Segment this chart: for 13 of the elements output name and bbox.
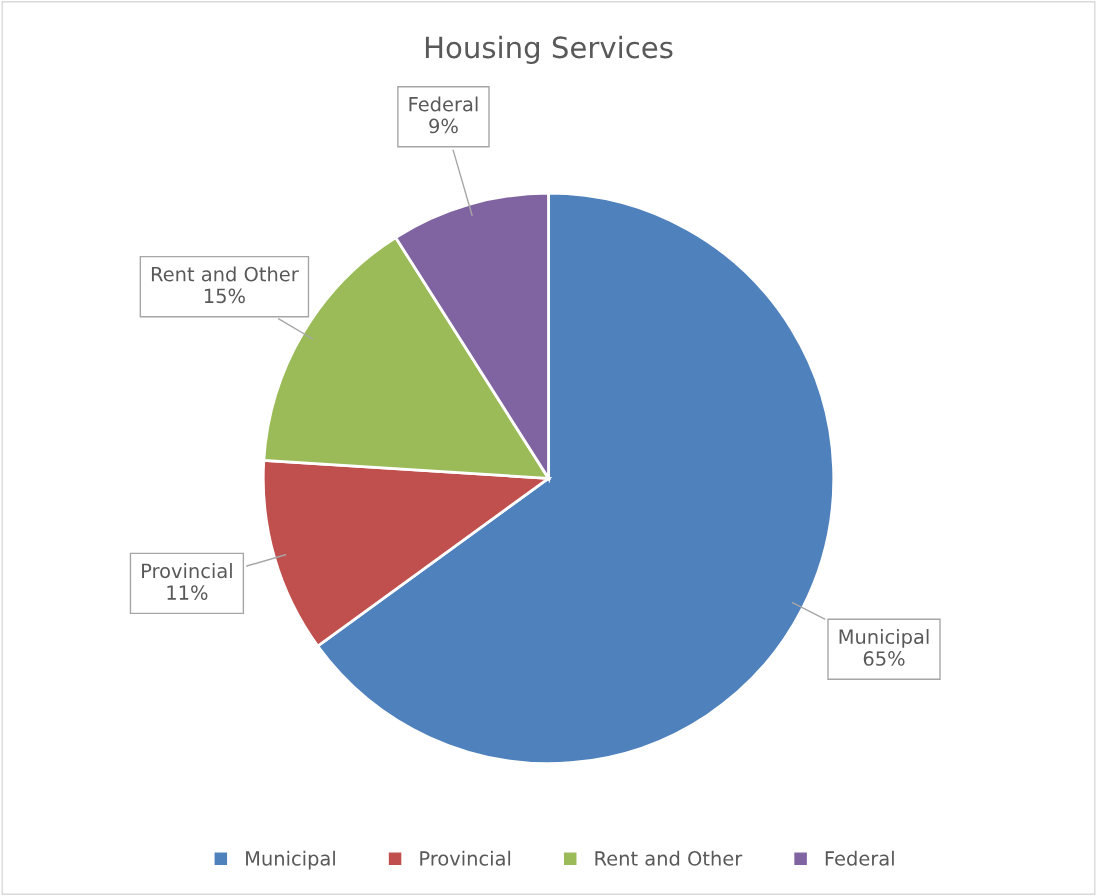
slice-label: Municipal — [839, 629, 929, 648]
data-label: 65% — [863, 651, 905, 666]
slice-label: Provincial — [142, 563, 232, 579]
legend-label: Rent and Other — [595, 850, 743, 866]
legend-label: Provincial — [420, 850, 511, 866]
chart-title: Housing Services — [425, 35, 673, 65]
data-label: 15% — [204, 288, 245, 304]
slice-label: Federal — [409, 96, 478, 112]
data-label: 9% — [429, 118, 458, 134]
legend-label: Federal — [825, 850, 894, 866]
slice-label: Rent and Other — [151, 266, 299, 282]
legend-label: Municipal — [246, 850, 335, 870]
data-label: 11% — [167, 585, 208, 600]
